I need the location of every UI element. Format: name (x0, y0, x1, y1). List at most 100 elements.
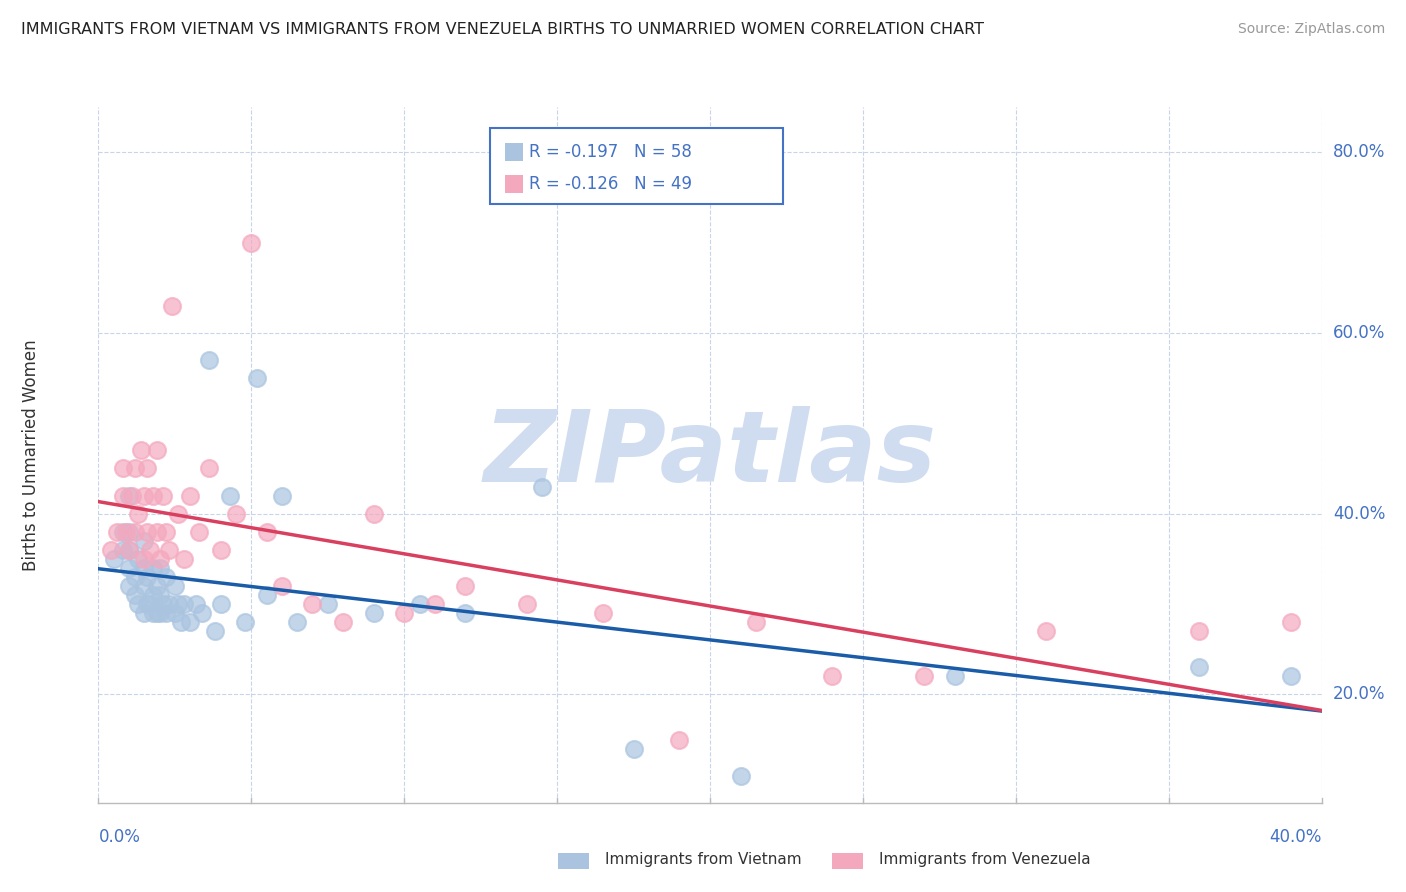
Point (225, 507, 247, 521)
Point (155, 606, 177, 620)
Point (173, 551, 195, 566)
Point (115, 524, 138, 539)
Point (152, 489, 174, 503)
Point (111, 524, 134, 539)
Point (142, 606, 165, 620)
Point (118, 524, 141, 539)
Point (270, 489, 292, 503)
Point (163, 579, 186, 593)
Point (136, 461, 159, 475)
Point (136, 570, 159, 584)
Text: Births to Unmarried Women: Births to Unmarried Women (22, 339, 41, 571)
Point (179, 615, 201, 629)
Point (118, 542, 141, 557)
Point (668, 732, 690, 747)
Point (423, 597, 446, 611)
Point (943, 669, 966, 683)
Point (912, 669, 935, 683)
Point (270, 579, 292, 593)
Text: 40.0%: 40.0% (1333, 505, 1385, 523)
Point (127, 551, 149, 566)
Text: ZIPatlas: ZIPatlas (484, 407, 936, 503)
Point (136, 597, 159, 611)
Point (188, 524, 211, 539)
Point (623, 741, 645, 756)
Point (157, 597, 180, 611)
Point (127, 597, 149, 611)
Point (170, 615, 193, 629)
Point (142, 489, 165, 503)
Bar (505, 144, 523, 161)
Point (134, 551, 156, 566)
Point (301, 597, 323, 611)
Bar (505, 175, 523, 193)
Point (136, 524, 159, 539)
Point (145, 606, 167, 620)
Point (454, 606, 477, 620)
Text: Source: ZipAtlas.com: Source: ZipAtlas.com (1237, 22, 1385, 37)
FancyBboxPatch shape (489, 128, 783, 204)
Point (167, 507, 190, 521)
Point (124, 524, 146, 539)
Point (124, 461, 146, 475)
Point (821, 669, 844, 683)
Point (454, 579, 477, 593)
Point (730, 769, 752, 783)
Point (1279, 669, 1302, 683)
Point (134, 579, 156, 593)
Point (186, 597, 208, 611)
Point (204, 624, 226, 639)
Point (149, 551, 172, 566)
Point (100, 542, 122, 557)
Text: IMMIGRANTS FROM VIETNAM VS IMMIGRANTS FROM VENEZUELA BIRTHS TO UNMARRIED WOMEN C: IMMIGRANTS FROM VIETNAM VS IMMIGRANTS FR… (21, 22, 984, 37)
Point (134, 533, 156, 548)
Point (191, 606, 214, 620)
Point (124, 588, 146, 602)
Point (118, 542, 141, 557)
Point (160, 299, 183, 313)
Text: 60.0%: 60.0% (1333, 324, 1385, 342)
Point (233, 615, 256, 629)
Point (149, 606, 172, 620)
Point (142, 561, 165, 575)
Point (111, 542, 134, 557)
Point (139, 542, 162, 557)
Point (363, 606, 385, 620)
Text: Immigrants from Venezuela: Immigrants from Venezuela (879, 853, 1091, 867)
Point (530, 479, 553, 493)
Point (149, 588, 172, 602)
Point (155, 570, 177, 584)
Point (1279, 615, 1302, 629)
Point (134, 561, 156, 575)
Point (256, 524, 278, 539)
Point (240, 235, 263, 250)
Point (118, 489, 141, 503)
Point (1035, 624, 1057, 639)
Point (111, 461, 134, 475)
Point (124, 570, 146, 584)
Point (103, 551, 125, 566)
Text: 80.0%: 80.0% (1333, 144, 1385, 161)
Point (163, 606, 186, 620)
Point (142, 588, 165, 602)
Point (111, 489, 134, 503)
Point (197, 353, 219, 368)
Point (145, 524, 167, 539)
Point (256, 588, 278, 602)
Text: 40.0%: 40.0% (1270, 828, 1322, 846)
Point (285, 615, 308, 629)
Point (246, 371, 269, 385)
Point (118, 561, 141, 575)
Text: 20.0%: 20.0% (1333, 685, 1385, 704)
Point (1188, 624, 1211, 639)
Point (134, 606, 156, 620)
Point (105, 524, 128, 539)
Point (127, 507, 149, 521)
Point (121, 489, 143, 503)
Point (592, 606, 614, 620)
Text: 0.0%: 0.0% (98, 828, 141, 846)
Point (209, 542, 232, 557)
Point (167, 597, 190, 611)
Text: R = -0.197   N = 58: R = -0.197 N = 58 (529, 144, 692, 161)
Point (145, 579, 167, 593)
